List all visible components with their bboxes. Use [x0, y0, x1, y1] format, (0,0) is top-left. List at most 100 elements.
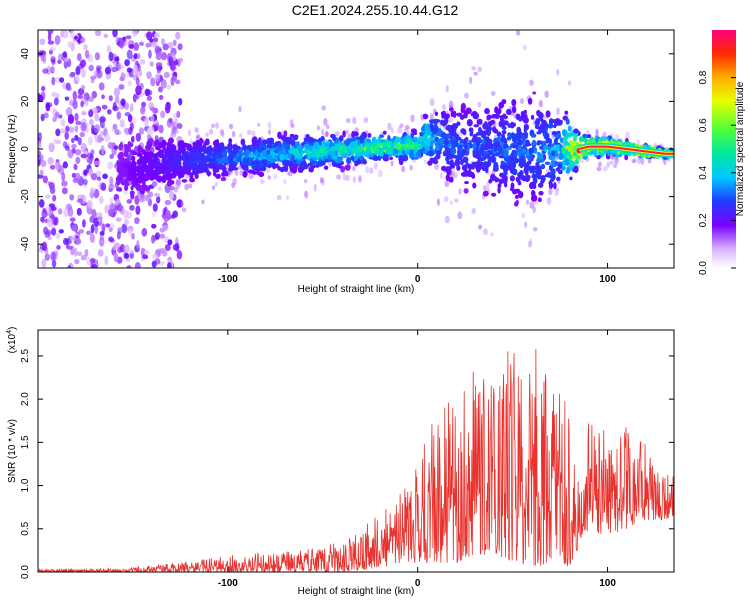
noise-speck [156, 68, 161, 74]
band-cell [532, 91, 536, 95]
noise-speck [47, 156, 54, 165]
band-cell [116, 161, 122, 168]
band-cell [127, 142, 134, 148]
noise-speck [123, 102, 130, 110]
noise-speck [99, 116, 106, 123]
noise-speck [80, 84, 86, 90]
noise-speck [76, 52, 82, 62]
band-cell [130, 192, 135, 200]
faint-speck [483, 228, 488, 236]
noise-speck [99, 231, 105, 236]
band-cell [134, 172, 140, 177]
band-cell [355, 136, 360, 141]
faint-speck [439, 172, 443, 180]
noise-speck [42, 207, 47, 214]
band-cell [498, 155, 505, 159]
noise-speck [134, 217, 140, 225]
noise-speck [84, 49, 90, 59]
band-cell [125, 164, 130, 169]
noise-speck [155, 52, 162, 61]
band-cell [531, 173, 537, 180]
band-cell [544, 132, 549, 139]
band-cell [418, 144, 424, 150]
faint-speck [345, 129, 349, 135]
band-cell [288, 162, 294, 170]
band-cell [240, 138, 246, 146]
noise-speck [160, 38, 165, 46]
faint-speck [303, 179, 308, 184]
noise-speck [166, 85, 172, 90]
faint-speck [373, 162, 378, 170]
faint-speck [445, 84, 449, 93]
spectrogram-x-axis-title: Height of straight line (km) [298, 284, 415, 295]
noise-speck [153, 192, 161, 197]
faint-speck [521, 212, 526, 219]
noise-speck [112, 105, 119, 112]
band-cell [538, 190, 544, 196]
band-cell [538, 168, 542, 176]
band-cell [551, 131, 558, 136]
band-cell [530, 165, 537, 170]
faint-speck [636, 139, 641, 145]
noise-speck [159, 94, 164, 100]
noise-speck [139, 59, 146, 65]
band-cell [503, 150, 509, 158]
band-cell [523, 162, 528, 169]
band-cell [119, 154, 124, 160]
noise-speck [96, 176, 102, 181]
faint-speck [525, 199, 530, 205]
band-cell [386, 148, 391, 156]
faint-speck [469, 76, 473, 85]
noise-speck [148, 125, 155, 135]
faint-speck [231, 130, 236, 138]
noise-speck [134, 261, 141, 268]
band-cell [451, 141, 455, 148]
faint-speck [448, 100, 454, 108]
noise-speck [90, 224, 95, 234]
band-cell [297, 144, 303, 149]
band-cell [186, 143, 193, 152]
noise-speck [71, 143, 77, 149]
band-cell [143, 150, 147, 156]
noise-speck [96, 69, 103, 79]
band-cell [460, 102, 466, 111]
band-cell [555, 118, 561, 123]
band-cell [553, 124, 557, 129]
x-tick-label: -100 [218, 578, 238, 589]
band-cell [459, 138, 465, 143]
band-cell [532, 194, 538, 202]
band-cell [526, 143, 532, 147]
band-cell [472, 151, 478, 158]
band-cell [569, 176, 573, 181]
noise-speck [129, 103, 134, 113]
faint-speck [546, 197, 552, 205]
y-tick-label: -40 [20, 237, 31, 252]
noise-speck [160, 110, 166, 119]
band-cell [165, 166, 170, 174]
noise-speck [144, 117, 149, 127]
band-cell [232, 157, 237, 163]
faint-speck [354, 127, 360, 133]
band-cell [452, 154, 458, 159]
band-cell [530, 133, 537, 138]
noise-speck [61, 180, 68, 187]
noise-speck [73, 163, 78, 171]
snr-y-multiplier: (x104) [6, 327, 18, 354]
noise-speck [67, 207, 74, 217]
noise-speck [133, 53, 138, 60]
noise-speck [84, 249, 89, 257]
faint-speck [358, 175, 362, 183]
band-cell [144, 144, 151, 151]
band-cell [433, 134, 437, 138]
noise-speck [177, 57, 184, 63]
noise-speck [167, 239, 173, 246]
noise-speck [175, 31, 181, 40]
noise-speck [89, 233, 95, 243]
noise-speck [158, 124, 164, 134]
band-cell [567, 144, 573, 153]
colorbar-tick-label: 0.8 [698, 70, 709, 84]
band-cell [258, 141, 264, 149]
band-cell [558, 152, 564, 160]
band-cell [535, 161, 540, 167]
band-cell [464, 180, 469, 185]
